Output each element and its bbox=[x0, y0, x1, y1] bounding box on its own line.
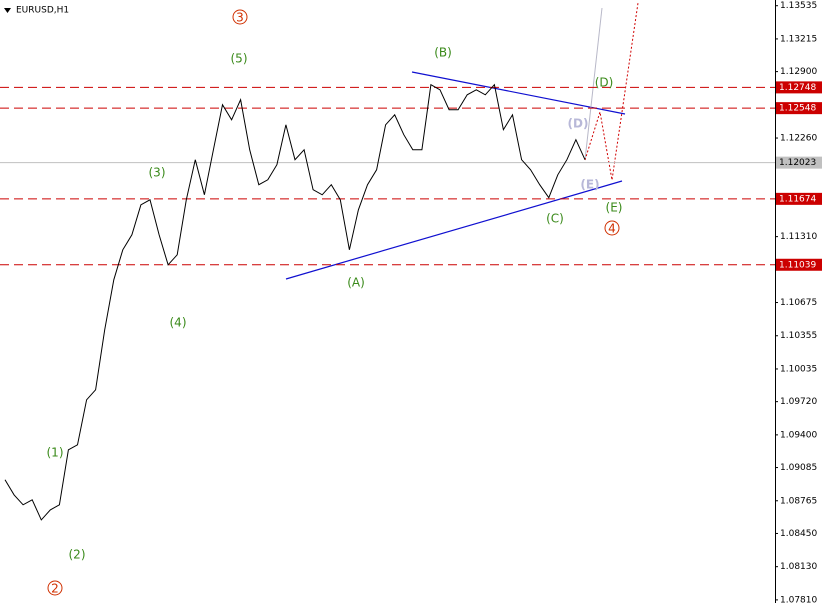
y-tick-label: 1.09085 bbox=[780, 463, 817, 473]
wave-label: (E) bbox=[580, 178, 599, 192]
wave-label: 4 bbox=[608, 222, 616, 236]
y-tick-label: 1.10675 bbox=[780, 298, 817, 308]
y-tick-label: 1.13215 bbox=[780, 34, 817, 44]
menu-arrow bbox=[4, 8, 11, 13]
forecast-red bbox=[584, 2, 639, 181]
wave-circle bbox=[232, 9, 248, 25]
trendline-lower bbox=[285, 180, 623, 280]
level-box bbox=[776, 192, 822, 205]
wave-label: (3) bbox=[149, 166, 166, 180]
y-tick-label: 1.09400 bbox=[780, 430, 817, 440]
wave-label: (D) bbox=[568, 117, 589, 131]
level-box bbox=[776, 102, 822, 115]
wave-circle bbox=[604, 220, 620, 236]
wave-label: (5) bbox=[231, 52, 248, 66]
level-box bbox=[776, 258, 822, 271]
level-box bbox=[776, 81, 822, 94]
y-tick-label: 1.12260 bbox=[780, 134, 817, 144]
wave-label: (C) bbox=[546, 212, 564, 226]
wave-label: (D) bbox=[595, 76, 614, 90]
current-price-label: 1.12023 bbox=[779, 158, 816, 168]
y-tick-label: 1.08450 bbox=[780, 529, 817, 539]
wave-label: (1) bbox=[47, 446, 64, 460]
y-tick-label: 1.08765 bbox=[780, 496, 817, 506]
current-price-box bbox=[776, 156, 822, 169]
level-label: 1.12548 bbox=[779, 104, 816, 114]
y-tick-label: 1.10355 bbox=[780, 331, 817, 341]
wave-label: (E) bbox=[606, 201, 623, 215]
wave-label: (2) bbox=[69, 548, 86, 562]
level-label: 1.11674 bbox=[779, 194, 816, 204]
y-tick-label: 1.10035 bbox=[780, 364, 817, 374]
wave-label: (4) bbox=[170, 316, 187, 330]
level-label: 1.11039 bbox=[779, 260, 816, 270]
wave-circle bbox=[47, 580, 63, 596]
y-tick-label: 1.07810 bbox=[780, 595, 817, 603]
wave-label: (A) bbox=[347, 276, 365, 290]
y-tick-label: 1.13535 bbox=[780, 1, 817, 11]
y-tick-label: 1.11310 bbox=[780, 232, 817, 242]
wave-label: (B) bbox=[434, 46, 452, 60]
wave-label: 2 bbox=[51, 582, 59, 596]
forecast-grey bbox=[584, 7, 603, 161]
level-label: 1.12748 bbox=[779, 83, 816, 93]
price-line bbox=[4, 83, 586, 521]
chart-title: EURUSD,H1 bbox=[16, 6, 69, 16]
y-tick-label: 1.12900 bbox=[780, 67, 817, 77]
y-tick-label: 1.09720 bbox=[780, 397, 817, 407]
trendline-upper bbox=[411, 71, 626, 115]
y-tick-label: 1.08130 bbox=[780, 562, 817, 572]
wave-label: 3 bbox=[236, 11, 244, 25]
